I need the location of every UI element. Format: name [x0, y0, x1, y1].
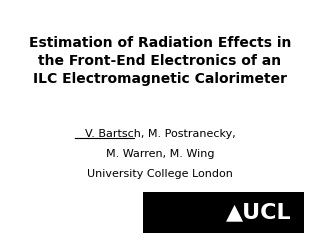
Text: Estimation of Radiation Effects in
the Front-End Electronics of an
ILC Electroma: Estimation of Radiation Effects in the F…	[29, 36, 291, 86]
Bar	[143, 192, 304, 233]
Text: V. Bartsch, M. Postranecky,: V. Bartsch, M. Postranecky,	[84, 129, 236, 138]
Text: University College London: University College London	[87, 169, 233, 179]
Text: M. Warren, M. Wing: M. Warren, M. Wing	[106, 149, 214, 159]
Text: ▲UCL: ▲UCL	[226, 203, 292, 222]
